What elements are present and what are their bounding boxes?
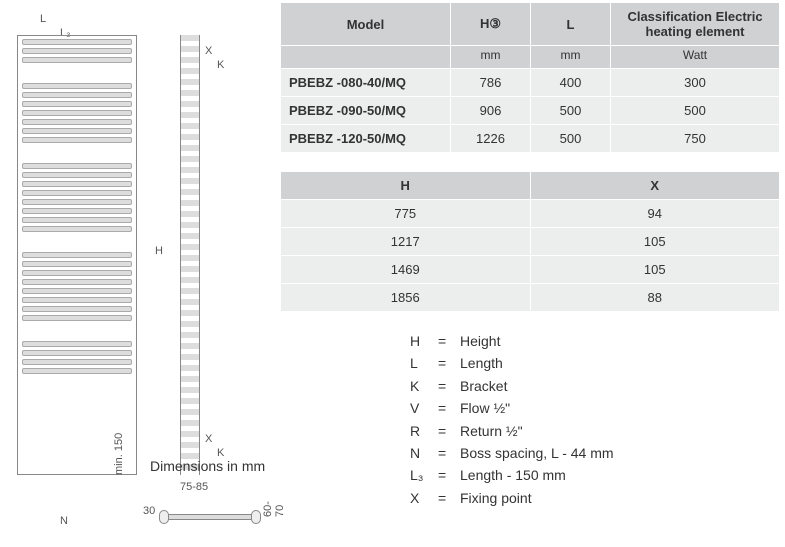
col-X2: X bbox=[530, 172, 780, 200]
dim-label-X-bot: X bbox=[205, 433, 212, 445]
table-row: 77594 bbox=[281, 200, 780, 228]
dimensions-caption: Dimensions in mm bbox=[150, 458, 265, 474]
legend-row: R=Return ½" bbox=[410, 420, 780, 442]
cell-H: 1226 bbox=[451, 125, 531, 153]
legend-row: N=Boss spacing, L - 44 mm bbox=[410, 442, 780, 464]
col-L: L bbox=[531, 3, 611, 46]
hx-table: H X 77594 1217105 1469105 185688 bbox=[280, 171, 780, 312]
table-row: 1469105 bbox=[281, 256, 780, 284]
col-class: Classification Electric heating element bbox=[611, 3, 780, 46]
legend-row: L₃=Length - 150 mm bbox=[410, 464, 780, 486]
cell-L: 500 bbox=[531, 97, 611, 125]
radiator-side-view bbox=[180, 35, 200, 475]
cell-watt: 750 bbox=[611, 125, 780, 153]
dim-label-L: L bbox=[40, 13, 46, 25]
table-row: PBEBZ -090-50/MQ 906 500 500 bbox=[281, 97, 780, 125]
legend-row: H=Height bbox=[410, 330, 780, 352]
legend-row: L=Length bbox=[410, 352, 780, 374]
cell-model: PBEBZ -090-50/MQ bbox=[281, 97, 451, 125]
legend-row: K=Bracket bbox=[410, 375, 780, 397]
dim-label-7585: 75-85 bbox=[180, 481, 208, 493]
dim-label-min150: min. 150 bbox=[113, 433, 125, 475]
cell-watt: 500 bbox=[611, 97, 780, 125]
unit-H: mm bbox=[451, 46, 531, 69]
col-H: H③ bbox=[451, 3, 531, 46]
legend: H=Height L=Length K=Bracket V=Flow ½" R=… bbox=[410, 330, 780, 509]
unit-class: Watt bbox=[611, 46, 780, 69]
cell-L: 400 bbox=[531, 69, 611, 97]
table-row: 1217105 bbox=[281, 228, 780, 256]
model-spec-table: Model H③ L Classification Electric heati… bbox=[280, 2, 780, 153]
table-row: PBEBZ -080-40/MQ 786 400 300 bbox=[281, 69, 780, 97]
cell-watt: 300 bbox=[611, 69, 780, 97]
legend-row: V=Flow ½" bbox=[410, 397, 780, 419]
cell-model: PBEBZ -120-50/MQ bbox=[281, 125, 451, 153]
data-panel: Model H③ L Classification Electric heati… bbox=[280, 2, 780, 509]
cell-model: PBEBZ -080-40/MQ bbox=[281, 69, 451, 97]
cell-H: 906 bbox=[451, 97, 531, 125]
radiator-front-view bbox=[17, 35, 137, 475]
dim-label-N: N bbox=[60, 515, 68, 527]
unit-L: mm bbox=[531, 46, 611, 69]
table-row: 185688 bbox=[281, 284, 780, 312]
dim-label-H: H bbox=[155, 245, 163, 257]
radiator-top-view bbox=[155, 500, 265, 530]
col-H2: H bbox=[281, 172, 531, 200]
col-model: Model bbox=[281, 3, 451, 46]
dim-label-K-top: K bbox=[217, 59, 224, 71]
unit-model bbox=[281, 46, 451, 69]
legend-row: X=Fixing point bbox=[410, 487, 780, 509]
dim-label-30: 30 bbox=[143, 505, 155, 517]
table-row: PBEBZ -120-50/MQ 1226 500 750 bbox=[281, 125, 780, 153]
cell-L: 500 bbox=[531, 125, 611, 153]
dim-label-X-top: X bbox=[205, 45, 212, 57]
cell-H: 786 bbox=[451, 69, 531, 97]
